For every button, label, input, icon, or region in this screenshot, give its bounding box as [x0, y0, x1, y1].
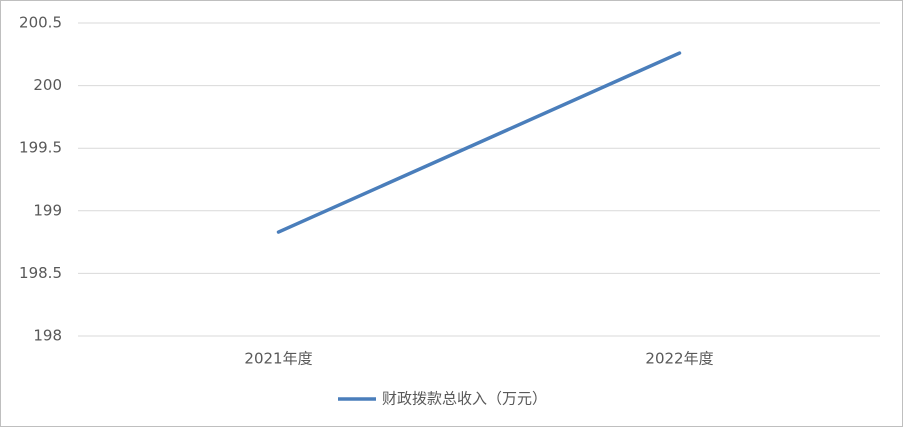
- data-line: [276, 51, 682, 234]
- y-tick-label: 199.5: [19, 139, 62, 157]
- y-tick-label: 200.5: [19, 14, 62, 32]
- legend-label: 财政拨款总收入（万元）: [382, 390, 547, 408]
- x-tick-label: 2022年度: [645, 350, 713, 368]
- x-tick-label: 2021年度: [244, 350, 312, 368]
- y-tick-label: 199: [33, 201, 62, 219]
- y-tick-label: 200: [33, 76, 62, 94]
- y-tick-label: 198: [33, 327, 62, 345]
- y-tick-label: 198.5: [19, 264, 62, 282]
